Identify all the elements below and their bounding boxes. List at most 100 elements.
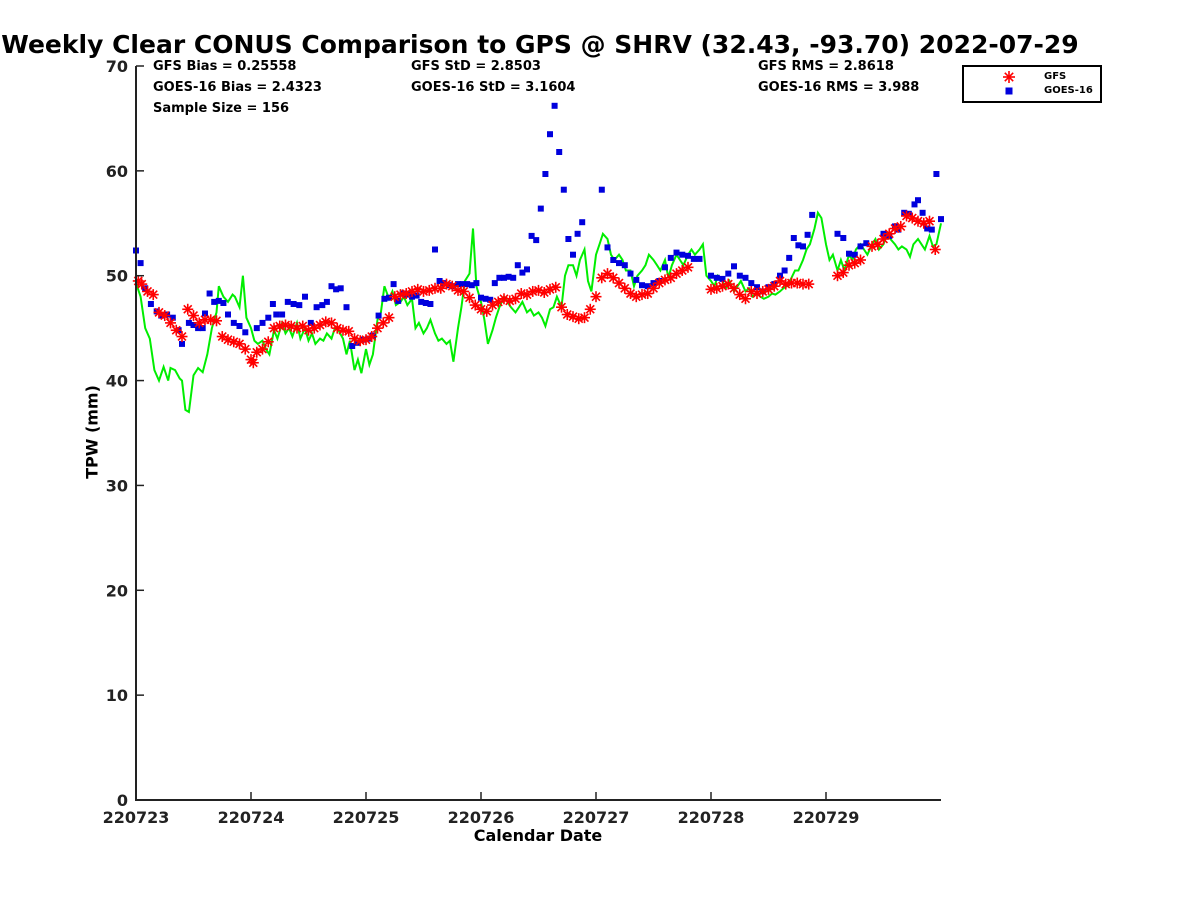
goes-point bbox=[375, 312, 382, 319]
goes-point bbox=[459, 281, 466, 288]
gfs-point bbox=[239, 343, 251, 355]
goes-point bbox=[551, 102, 558, 109]
gfs-point bbox=[579, 312, 590, 324]
gfs-point bbox=[682, 261, 694, 273]
gfs-point bbox=[147, 289, 159, 301]
goes-point bbox=[685, 252, 691, 259]
goes-point bbox=[786, 254, 793, 261]
x-tick-label: 220729 bbox=[793, 808, 860, 827]
goes-point bbox=[185, 319, 192, 326]
gfs-point bbox=[435, 282, 447, 294]
goes-point bbox=[840, 235, 847, 241]
goes-point bbox=[169, 314, 176, 321]
goes-point bbox=[610, 257, 617, 263]
gfs-point bbox=[498, 293, 510, 305]
gfs-point bbox=[262, 336, 274, 348]
goes-point bbox=[863, 240, 870, 247]
goes-point bbox=[662, 264, 668, 271]
goes-point bbox=[496, 274, 503, 281]
goes-point bbox=[211, 298, 218, 305]
goes-point bbox=[556, 149, 563, 155]
x-tick-label: 220728 bbox=[678, 808, 745, 827]
goes-point bbox=[478, 294, 484, 301]
goes-point bbox=[487, 296, 494, 303]
goes-point bbox=[259, 319, 266, 326]
goes-point bbox=[537, 205, 544, 212]
goes-point bbox=[323, 298, 330, 305]
goes-point bbox=[343, 304, 350, 311]
x-tick-label: 220726 bbox=[448, 808, 515, 827]
goes-point bbox=[809, 211, 816, 218]
gfs-point bbox=[590, 291, 602, 303]
goes-point bbox=[427, 301, 434, 307]
gfs-point bbox=[855, 254, 866, 266]
goes-point bbox=[533, 237, 540, 244]
goes-point bbox=[754, 284, 760, 291]
goes-point bbox=[790, 235, 797, 241]
gfs-point bbox=[728, 282, 740, 294]
goes-point bbox=[627, 270, 634, 277]
gfs-point bbox=[469, 299, 481, 311]
goes-point bbox=[381, 295, 388, 302]
goes-point bbox=[542, 171, 549, 177]
goes-point bbox=[713, 274, 720, 281]
legend-entry-gfs: GFS bbox=[964, 70, 1100, 84]
goes-point bbox=[441, 280, 448, 287]
goes-point bbox=[468, 282, 475, 289]
goes-point bbox=[137, 260, 144, 267]
goes-point bbox=[846, 250, 852, 257]
goes-point bbox=[510, 274, 517, 281]
goes-point bbox=[333, 286, 340, 293]
gfs-point bbox=[343, 325, 355, 337]
goes-point bbox=[736, 272, 743, 279]
gfs-bias-stat: GFS Bias = 0.25558 bbox=[153, 59, 297, 74]
goes-point bbox=[616, 260, 622, 267]
gps-series-line bbox=[135, 210, 942, 414]
gfs-point bbox=[297, 320, 309, 332]
goes-point bbox=[153, 308, 160, 315]
goes-point bbox=[202, 310, 208, 317]
goes-point bbox=[455, 281, 461, 288]
goes-point bbox=[644, 283, 651, 290]
goes-point bbox=[179, 340, 185, 347]
gfs-point bbox=[446, 280, 458, 292]
y-tick-label: 30 bbox=[106, 476, 128, 495]
gfs-point bbox=[924, 215, 935, 227]
goes-point bbox=[349, 343, 356, 349]
y-tick-label: 60 bbox=[106, 162, 128, 181]
y-tick-label: 0 bbox=[117, 791, 128, 810]
y-tick-label: 70 bbox=[106, 57, 128, 76]
gfs-point bbox=[372, 322, 383, 334]
x-axis-label: Calendar Date bbox=[473, 826, 603, 845]
gfs-point bbox=[383, 312, 395, 324]
gfs-point bbox=[929, 244, 941, 255]
goes-point bbox=[604, 244, 611, 251]
y-tick-label: 50 bbox=[106, 267, 128, 286]
y-tick-label: 40 bbox=[106, 372, 128, 391]
goes-point bbox=[265, 314, 272, 321]
gfs-point bbox=[837, 267, 849, 279]
goes-point bbox=[742, 274, 749, 281]
goes-point bbox=[199, 325, 206, 332]
goes-point bbox=[911, 201, 918, 208]
goes-point bbox=[719, 275, 726, 282]
goes-point bbox=[570, 251, 576, 258]
goes-point bbox=[302, 293, 308, 300]
goes-point bbox=[386, 294, 392, 301]
goes-point bbox=[236, 323, 243, 329]
goes-point bbox=[482, 295, 489, 302]
goes-point bbox=[708, 272, 714, 279]
goes-point bbox=[924, 225, 931, 232]
goes-point bbox=[919, 209, 926, 216]
gfs-point bbox=[418, 285, 429, 297]
y-tick-label: 10 bbox=[106, 686, 128, 705]
gfs-point bbox=[596, 272, 608, 284]
goes-point bbox=[524, 266, 530, 273]
goes-point bbox=[296, 302, 303, 309]
sample-size-stat: Sample Size = 156 bbox=[153, 101, 290, 116]
y-tick-label: 20 bbox=[106, 581, 128, 600]
asterisk-icon bbox=[1003, 71, 1015, 83]
gfs-point bbox=[602, 268, 613, 280]
goes-point bbox=[206, 290, 213, 297]
